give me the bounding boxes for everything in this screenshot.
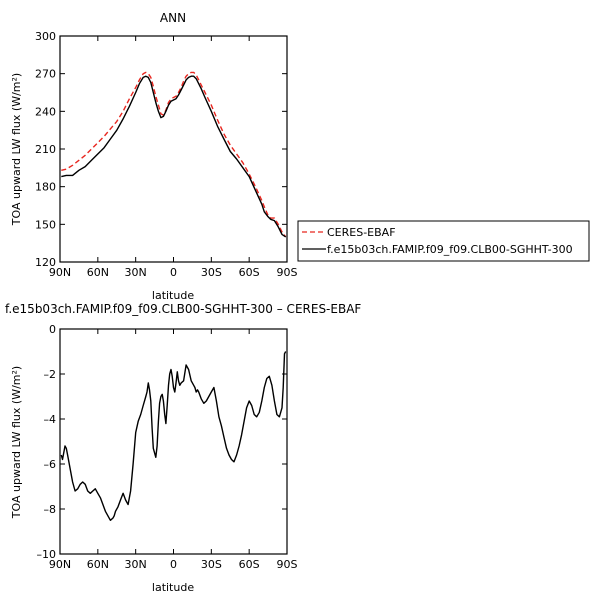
top-y-tick-label: 120 — [35, 256, 56, 269]
bottom-y-tick-label: –6 — [44, 458, 57, 471]
top-x-tick-label: 0 — [170, 266, 177, 279]
top-chart: ANN 90N 60N 30N 0 30S 60S 90S 120 150 180 210 240 27… — [10, 11, 298, 302]
top-x-tick-label: 30S — [201, 266, 222, 279]
legend-label-model: f.e15b03ch.FAMIP.f09_f09.CLB00-SGHHT-300 — [327, 243, 573, 256]
bottom-y-tick-label: –10 — [37, 548, 57, 561]
top-x-tick-label: 90S — [277, 266, 298, 279]
top-series-line-ceres — [61, 71, 287, 238]
bottom-y-tick-label: –2 — [44, 368, 57, 381]
bottom-plot-frame — [59, 328, 288, 555]
top-x-tick-label: 60S — [239, 266, 260, 279]
top-x-tick-label: 30N — [125, 266, 147, 279]
bottom-series-lines — [60, 351, 287, 521]
bottom-x-tick-label: 90N — [49, 558, 71, 571]
top-plot-frame — [59, 35, 288, 263]
bottom-x-axis-label: latitude — [152, 581, 194, 594]
bottom-chart: f.e15b03ch.FAMIP.f09_f09.CLB00-SGHHT-300… — [5, 302, 361, 594]
top-x-tick-label: 90N — [49, 266, 71, 279]
top-y-tick-label: 180 — [35, 181, 56, 194]
bottom-x-tick-label: 30S — [201, 558, 222, 571]
bottom-y-axis-label: TOA upward LW flux (W/m²) — [10, 366, 23, 519]
bottom-x-tick-label: 0 — [170, 558, 177, 571]
top-y-tick-label: 150 — [35, 218, 56, 231]
bottom-axis-ticks: 90N 60N 30N 0 30S 60S 90S –10 –8 –6 –4 –2 0 — [37, 323, 298, 571]
top-series-lines — [61, 71, 287, 238]
bottom-series-line-model — [60, 351, 287, 521]
top-x-tick-label: 60N — [87, 266, 109, 279]
legend-box — [297, 220, 590, 262]
top-axis-ticks: 90N 60N 30N 0 30S 60S 90S 120 150 180 210 240 270 300 — [35, 30, 298, 279]
bottom-chart-title: f.e15b03ch.FAMIP.f09_f09.CLB00-SGHHT-300… — [5, 302, 361, 316]
top-y-tick-label: 240 — [35, 105, 56, 118]
top-y-tick-label: 300 — [35, 30, 56, 43]
top-series-line-model — [61, 75, 287, 238]
top-y-tick-label: 270 — [35, 68, 56, 81]
bottom-y-tick-label: –8 — [44, 503, 57, 516]
top-x-axis-label: latitude — [152, 289, 194, 302]
bottom-x-tick-label: 90S — [277, 558, 298, 571]
bottom-y-tick-label: –4 — [44, 413, 57, 426]
bottom-x-tick-label: 30N — [125, 558, 147, 571]
legend: CERES-EBAF f.e15b03ch.FAMIP.f09_f09.CLB0… — [297, 220, 590, 262]
top-y-axis-label: TOA upward LW flux (W/m²) — [10, 73, 23, 226]
bottom-x-tick-label: 60S — [239, 558, 260, 571]
top-y-tick-label: 210 — [35, 143, 56, 156]
bottom-x-tick-label: 60N — [87, 558, 109, 571]
bottom-y-tick-label: 0 — [49, 323, 56, 336]
top-chart-title: ANN — [160, 11, 186, 25]
legend-label-ceres: CERES-EBAF — [327, 226, 396, 239]
